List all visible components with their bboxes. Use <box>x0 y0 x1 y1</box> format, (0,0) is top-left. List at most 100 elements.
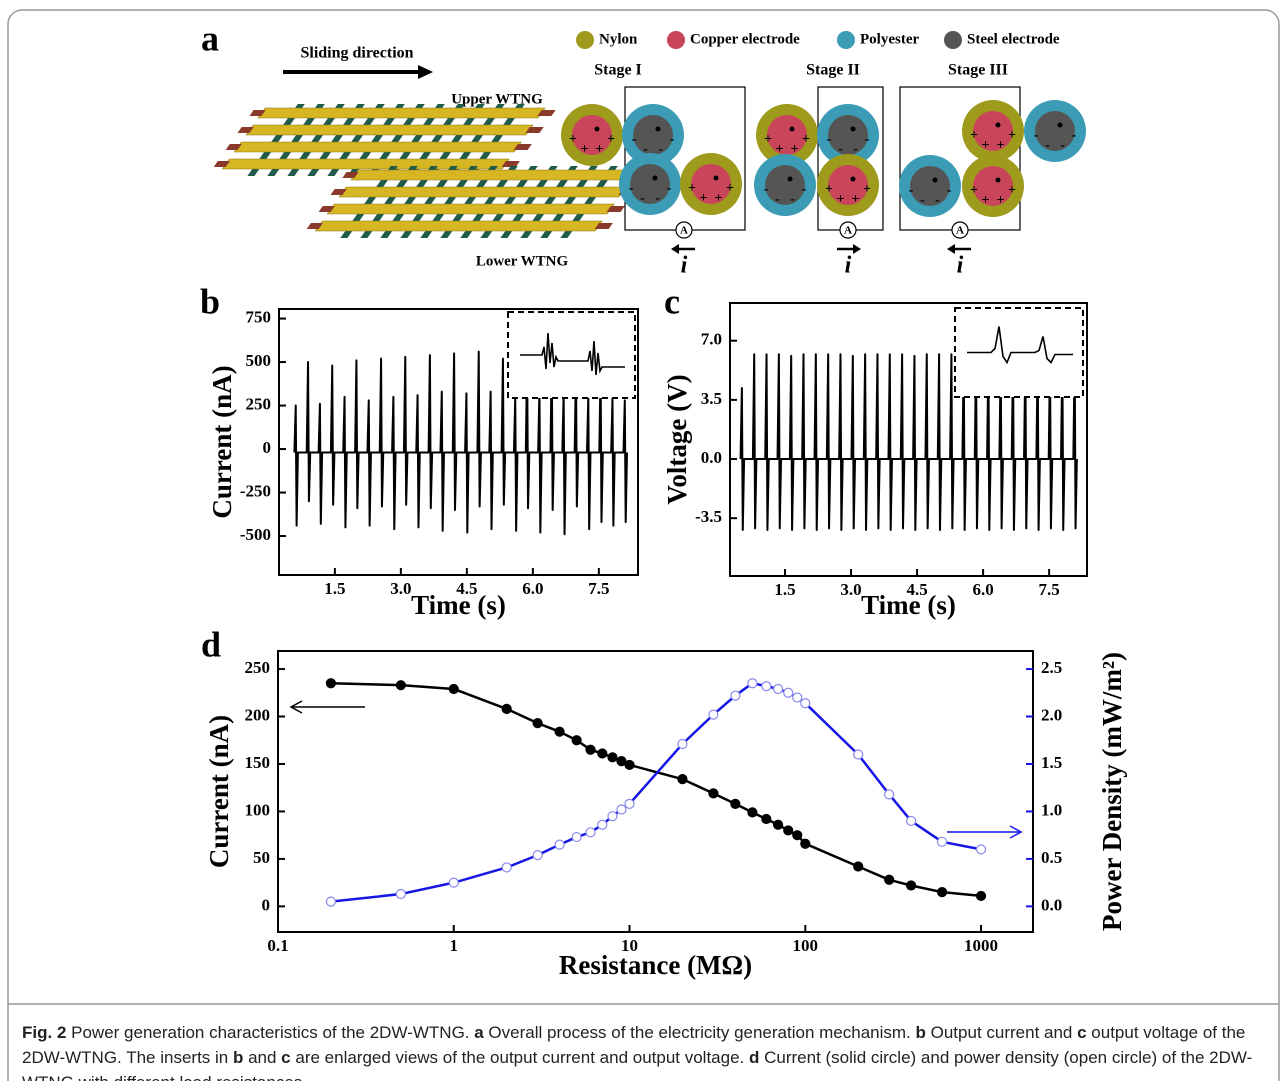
caption-text: and <box>243 1048 282 1067</box>
data-point <box>532 850 543 861</box>
data-point <box>884 789 895 800</box>
charge-sign: + <box>863 182 871 197</box>
panel-label: a <box>201 18 219 58</box>
charge-sign: - <box>1072 128 1077 143</box>
fabric-tip <box>249 110 266 116</box>
electrode-dot <box>713 175 719 181</box>
data-point <box>448 877 459 888</box>
caption-text: b <box>232 1048 244 1067</box>
sliding-arrow-head <box>418 65 433 79</box>
fabric-weft <box>233 141 522 153</box>
x-axis-label: Resistance (MΩ) <box>559 950 752 980</box>
data-point <box>607 811 618 822</box>
fabric-warp <box>327 104 385 176</box>
data-point <box>708 788 719 799</box>
charge-sign: - <box>802 182 807 197</box>
charge-sign: + <box>997 138 1005 153</box>
fabric-warp <box>427 104 485 176</box>
data-point <box>325 896 337 907</box>
caption-text: Fig. 2 <box>22 1023 67 1042</box>
x-tick-label: 6.0 <box>972 580 993 599</box>
caption-text: b <box>915 1023 926 1042</box>
data-point <box>853 749 864 760</box>
charge-sign: - <box>1034 128 1039 143</box>
current-arrow-head <box>853 244 861 254</box>
charge-sign: + <box>981 193 989 208</box>
ammeter-label: A <box>956 225 964 237</box>
ammeter <box>951 221 969 239</box>
legend-swatch <box>837 31 855 49</box>
y-tick-label: 750 <box>246 307 272 326</box>
fabric-weft <box>314 220 603 232</box>
fabric-warp <box>460 166 518 238</box>
inset-trace <box>967 326 1073 365</box>
charge-sign: + <box>825 182 833 197</box>
data-point <box>532 718 543 729</box>
y-tick-label: 200 <box>245 705 271 724</box>
fabric-weft <box>326 203 615 215</box>
fabric-warp <box>420 166 478 238</box>
data-point <box>800 838 811 849</box>
y-tick-label: 100 <box>245 800 271 819</box>
current-arrow-head <box>947 244 955 254</box>
y-axis-label: Current (nA) <box>204 715 234 868</box>
data-point <box>501 703 512 715</box>
fabric-warp <box>500 166 558 238</box>
data-point <box>747 807 758 818</box>
x-tick-label: 6.0 <box>522 579 543 598</box>
fabric-tip <box>525 127 544 133</box>
fabric-weft <box>338 186 627 198</box>
charge-sign: + <box>569 132 577 147</box>
caption-text: d <box>749 1048 760 1067</box>
fiber-core <box>973 166 1013 206</box>
fabric-tip <box>594 223 613 229</box>
legend-swatch <box>944 31 962 49</box>
electrode-dot <box>995 122 1001 128</box>
legend-label: Copper electrode <box>690 31 800 47</box>
fabric-tip <box>513 144 532 150</box>
fabric-warp <box>387 104 445 176</box>
charge-sign: - <box>629 181 634 196</box>
data-point <box>747 678 758 689</box>
charge-sign: - <box>935 193 940 208</box>
electrode-dot <box>850 176 856 182</box>
y-tick-label: 0.0 <box>701 448 722 467</box>
charge-sign: + <box>607 132 615 147</box>
x-tick-label: 0.1 <box>267 936 288 955</box>
legend-label: Polyester <box>860 31 919 47</box>
fabric-weft <box>245 124 534 136</box>
current-symbol: i <box>957 253 964 279</box>
caption-text: Power generation characteristics of the … <box>66 1023 475 1042</box>
fabric-warp <box>560 166 618 238</box>
legend-label: Nylon <box>599 31 638 47</box>
data-point <box>884 874 895 885</box>
fiber-core <box>910 166 950 206</box>
data-point <box>597 748 608 759</box>
charge-sign: - <box>947 183 952 198</box>
y2-tick-label: 1.5 <box>1041 753 1062 772</box>
fabric-warp <box>467 104 525 176</box>
fabric-warp <box>447 104 505 176</box>
fabric-tip <box>306 223 323 229</box>
stage-label: Stage I <box>594 62 642 79</box>
y-tick-label: 250 <box>246 394 272 413</box>
y2-tick-label: 0.5 <box>1041 848 1062 867</box>
y-tick-label: 150 <box>245 753 271 772</box>
data-point <box>783 825 794 836</box>
electrode-dot <box>594 126 600 132</box>
caption-text: a <box>474 1023 484 1042</box>
charge-sign: + <box>836 192 844 207</box>
fabric-warp <box>307 104 365 176</box>
sliding-label: Sliding direction <box>300 45 413 62</box>
caption-text: are enlarged views of the output current… <box>290 1048 749 1067</box>
data-point <box>677 738 688 750</box>
fabric-warp <box>407 104 465 176</box>
data-point <box>772 819 784 830</box>
charge-sign: - <box>655 191 660 206</box>
electrode-dot <box>655 126 661 132</box>
x-axis-label: Time (s) <box>861 590 956 620</box>
electrode-dot <box>652 175 658 181</box>
charge-sign: - <box>632 132 637 147</box>
x-tick-label: 1.5 <box>324 579 345 598</box>
